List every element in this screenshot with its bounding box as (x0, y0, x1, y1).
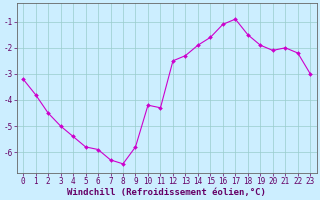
X-axis label: Windchill (Refroidissement éolien,°C): Windchill (Refroidissement éolien,°C) (67, 188, 266, 197)
